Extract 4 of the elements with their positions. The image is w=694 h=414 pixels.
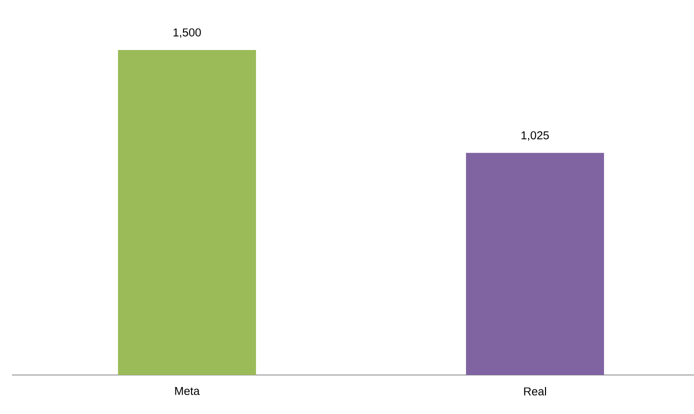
data-label: 1,500 [174,28,201,38]
x-tick-label: Meta [175,387,200,396]
x-tick-label: Real [524,387,546,396]
data-label: 1,025 [522,131,549,141]
